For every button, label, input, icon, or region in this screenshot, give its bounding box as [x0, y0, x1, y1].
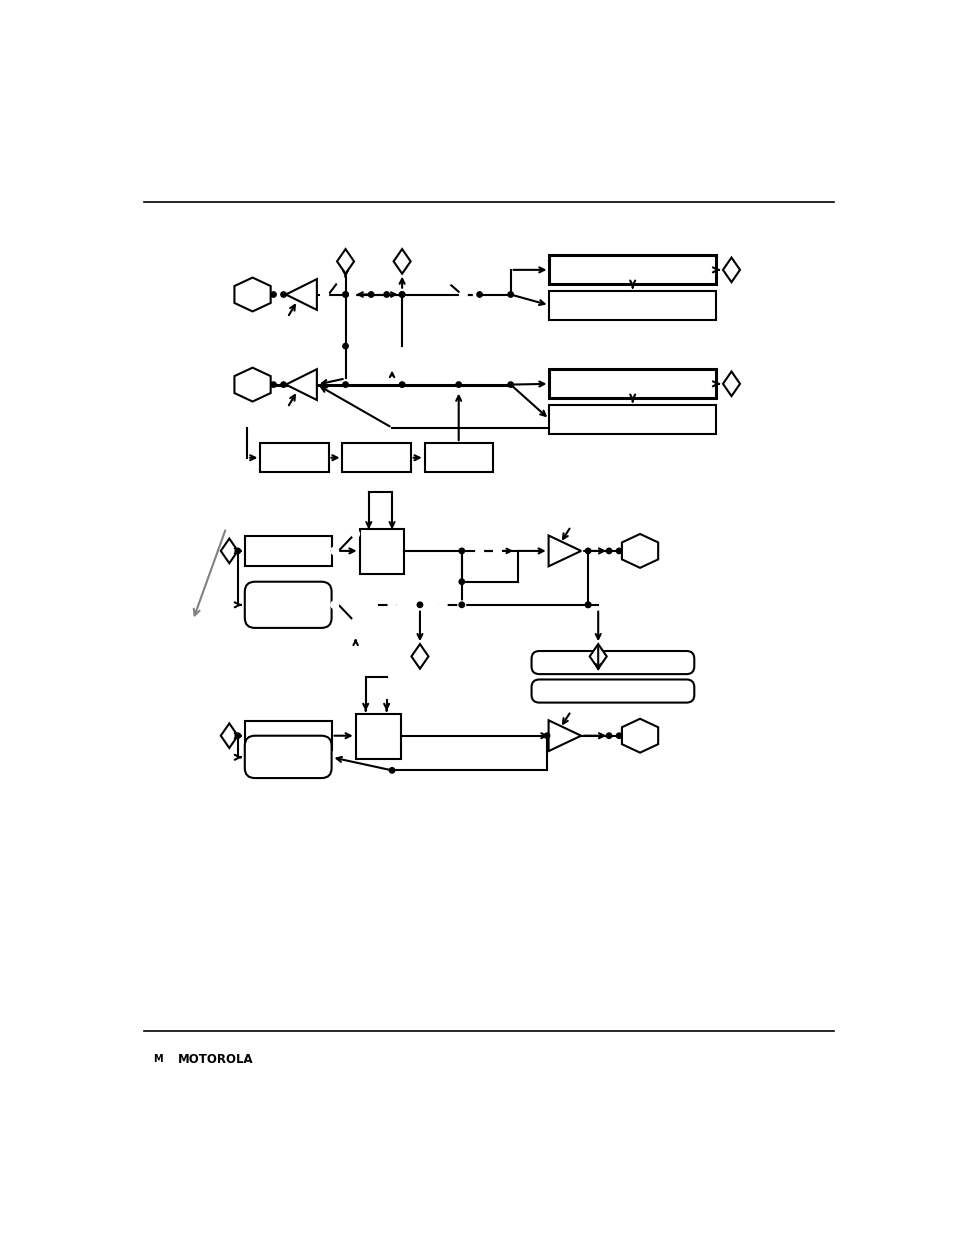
FancyBboxPatch shape — [245, 736, 332, 778]
Circle shape — [331, 547, 337, 555]
Circle shape — [585, 548, 590, 553]
Circle shape — [399, 291, 404, 298]
Circle shape — [342, 291, 348, 298]
Polygon shape — [548, 720, 580, 751]
Circle shape — [476, 291, 482, 298]
Circle shape — [352, 631, 358, 637]
Bar — [342, 443, 410, 472]
Polygon shape — [589, 645, 606, 668]
Circle shape — [476, 547, 482, 555]
Circle shape — [606, 548, 611, 553]
Circle shape — [331, 601, 337, 609]
Polygon shape — [394, 249, 410, 274]
Circle shape — [370, 601, 376, 609]
FancyBboxPatch shape — [245, 582, 332, 627]
Circle shape — [459, 291, 466, 298]
Circle shape — [616, 734, 621, 739]
Circle shape — [458, 579, 464, 584]
Circle shape — [342, 343, 348, 348]
Circle shape — [271, 382, 276, 388]
Circle shape — [336, 277, 343, 284]
Bar — [549, 290, 716, 320]
Circle shape — [368, 291, 374, 298]
Circle shape — [399, 382, 404, 388]
Circle shape — [474, 291, 480, 298]
Circle shape — [234, 548, 240, 553]
Circle shape — [271, 291, 276, 298]
Circle shape — [342, 291, 348, 298]
Polygon shape — [621, 534, 658, 568]
Polygon shape — [336, 249, 354, 274]
Polygon shape — [234, 278, 271, 311]
Circle shape — [458, 548, 464, 553]
Circle shape — [439, 601, 446, 609]
Bar — [359, 530, 404, 574]
Circle shape — [389, 768, 395, 773]
Circle shape — [544, 734, 549, 739]
Circle shape — [280, 291, 286, 298]
Bar — [549, 256, 716, 284]
Circle shape — [147, 1049, 169, 1070]
Circle shape — [507, 382, 513, 388]
Bar — [549, 405, 716, 433]
FancyBboxPatch shape — [531, 651, 694, 674]
Bar — [424, 443, 493, 472]
Circle shape — [399, 291, 404, 298]
Polygon shape — [621, 719, 658, 752]
Circle shape — [616, 548, 621, 553]
Polygon shape — [220, 724, 237, 748]
Circle shape — [585, 603, 590, 608]
Circle shape — [342, 382, 348, 388]
Circle shape — [585, 603, 590, 608]
Bar — [355, 714, 400, 758]
Polygon shape — [286, 369, 316, 400]
Circle shape — [457, 601, 465, 609]
Polygon shape — [411, 645, 428, 668]
Text: MOTOROLA: MOTOROLA — [178, 1052, 253, 1066]
Circle shape — [280, 382, 286, 388]
Polygon shape — [722, 372, 740, 396]
Bar — [549, 369, 716, 399]
Circle shape — [458, 603, 464, 608]
FancyBboxPatch shape — [531, 679, 694, 703]
Bar — [245, 536, 332, 566]
Circle shape — [416, 603, 422, 608]
Circle shape — [352, 531, 358, 537]
Circle shape — [388, 362, 395, 369]
Circle shape — [383, 291, 389, 298]
Circle shape — [606, 734, 611, 739]
Circle shape — [456, 382, 461, 388]
Circle shape — [348, 291, 355, 298]
Circle shape — [507, 291, 513, 298]
Polygon shape — [220, 538, 237, 563]
Bar — [260, 443, 328, 472]
Circle shape — [352, 619, 358, 625]
Circle shape — [321, 291, 328, 298]
Circle shape — [388, 601, 395, 609]
Polygon shape — [286, 279, 316, 310]
Circle shape — [234, 734, 240, 739]
Bar — [245, 721, 332, 751]
Circle shape — [445, 277, 452, 284]
Polygon shape — [548, 536, 580, 567]
Circle shape — [494, 547, 500, 555]
Polygon shape — [234, 368, 271, 401]
Circle shape — [321, 291, 328, 298]
Text: M: M — [153, 1055, 163, 1065]
Polygon shape — [722, 258, 740, 282]
